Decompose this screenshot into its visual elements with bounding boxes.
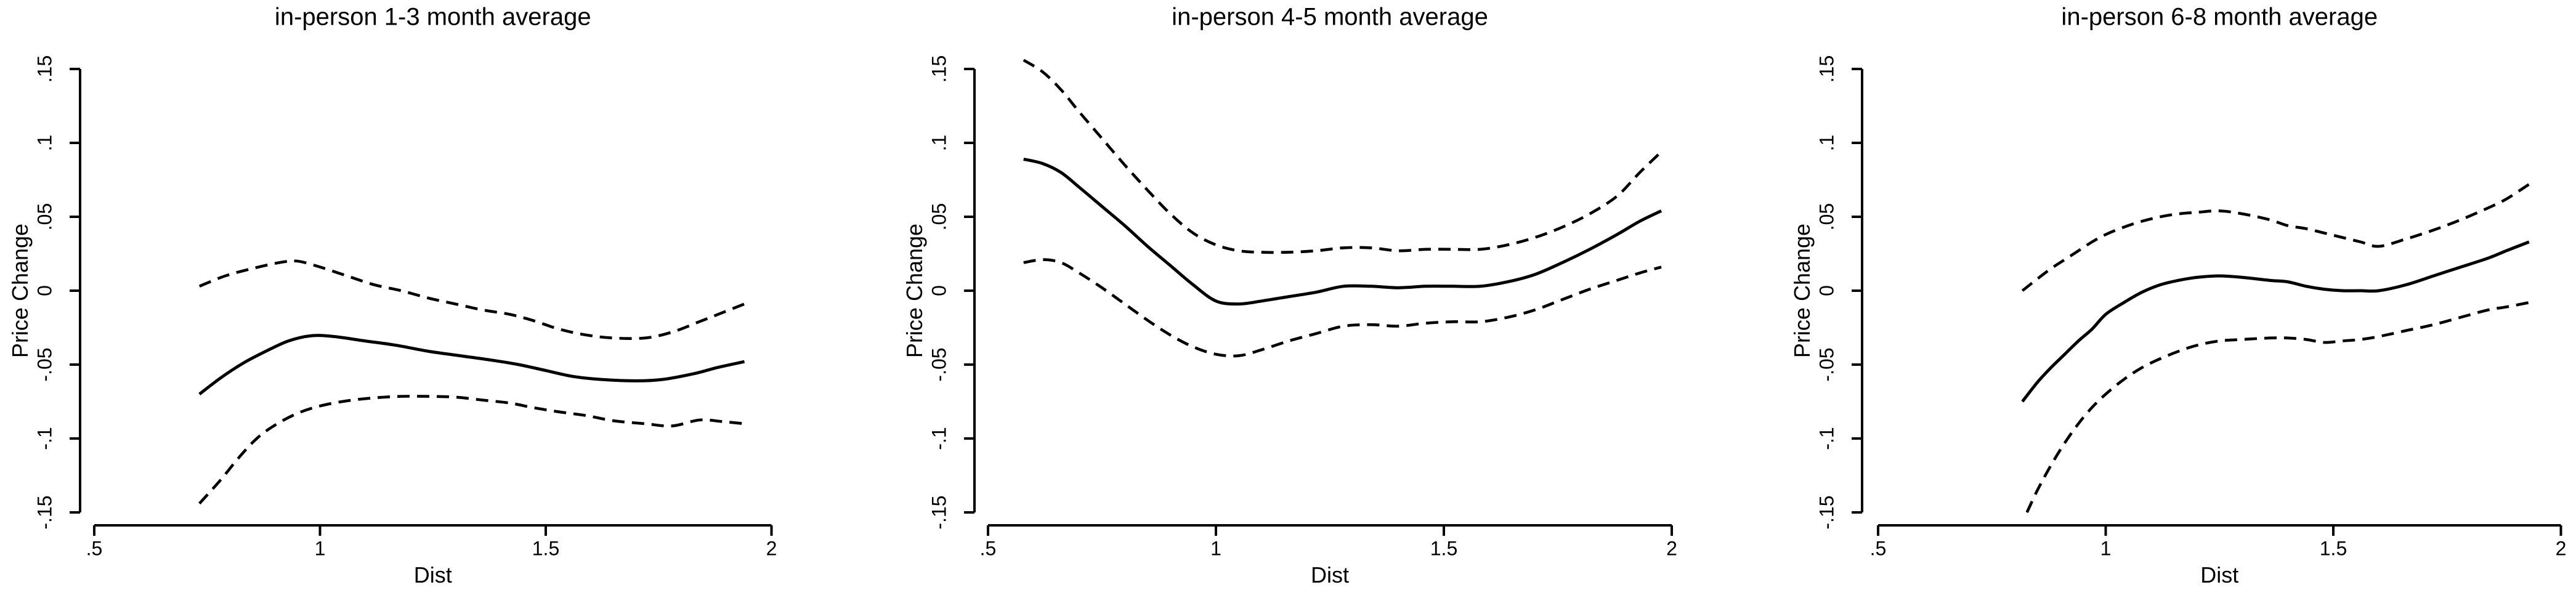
series-line-lower-band <box>1023 258 1662 358</box>
series-line-lower-band <box>2025 301 2530 513</box>
x-tick-label: 1 <box>2100 537 2112 560</box>
y-tick-label: -.05 <box>928 347 950 382</box>
y-tick-label: .1 <box>1815 134 1838 152</box>
chart-title: in-person 6-8 month average <box>2061 3 2378 31</box>
y-tick-label: .15 <box>33 55 56 83</box>
x-tick-label: .5 <box>1869 537 1887 560</box>
plot-area <box>964 59 1673 536</box>
y-tick-label: -.15 <box>928 495 950 530</box>
x-axis-title: Dist <box>413 562 452 588</box>
series-line-estimate <box>2021 240 2530 403</box>
x-axis-title: Dist <box>2200 562 2239 588</box>
y-tick-label: .05 <box>928 203 950 231</box>
x-tick-label: 1.5 <box>2319 537 2347 560</box>
y-tick-label: 0 <box>1815 285 1838 296</box>
series-line-upper-band <box>1023 59 1663 254</box>
series-line-upper-band <box>198 259 745 341</box>
series-line-estimate <box>198 334 745 395</box>
series-line-estimate <box>1023 157 1663 306</box>
y-tick-label: -.1 <box>928 427 950 450</box>
y-tick-label: .1 <box>33 134 56 152</box>
y-tick-label: -.1 <box>33 427 56 450</box>
series-line-lower-band <box>198 395 745 505</box>
chart-title: in-person 1-3 month average <box>274 3 591 31</box>
y-tick-label: -.1 <box>1815 427 1838 450</box>
chart-panel-1-3-month: in-person 1-3 month average Price Change… <box>0 0 859 590</box>
x-tick-label: 2 <box>766 537 777 560</box>
x-tick-label: .5 <box>86 537 103 560</box>
y-tick-label: .15 <box>928 55 950 83</box>
chart-title: in-person 4-5 month average <box>1172 3 1488 31</box>
x-tick-label: 1 <box>1210 537 1221 560</box>
y-tick-label: .15 <box>1815 55 1838 83</box>
y-tick-label: -.05 <box>1815 347 1838 382</box>
y-tick-label: 0 <box>33 285 56 296</box>
plot-area <box>1852 68 2562 536</box>
x-tick-label: 2 <box>1666 537 1677 560</box>
series-line-upper-band <box>2021 183 2530 292</box>
plot-area <box>70 68 773 536</box>
y-tick-label: -.05 <box>33 347 56 382</box>
x-tick-label: 1.5 <box>1430 537 1458 560</box>
chart-panel-4-5-month: in-person 4-5 month average Price Change… <box>859 0 1717 590</box>
x-tick-label: 2 <box>2555 537 2567 560</box>
x-axis-title: Dist <box>1311 562 1349 588</box>
chart-panel-6-8-month: in-person 6-8 month average Price Change… <box>1717 0 2576 590</box>
y-tick-label: 0 <box>928 285 950 296</box>
y-tick-label: -.15 <box>33 495 56 530</box>
y-tick-label: -.15 <box>1815 495 1838 530</box>
x-tick-label: .5 <box>979 537 997 560</box>
y-tick-label: .05 <box>1815 203 1838 231</box>
x-tick-label: 1 <box>314 537 326 560</box>
y-tick-label: .1 <box>928 134 950 152</box>
x-tick-label: 1.5 <box>532 537 560 560</box>
y-tick-label: .05 <box>33 203 56 231</box>
